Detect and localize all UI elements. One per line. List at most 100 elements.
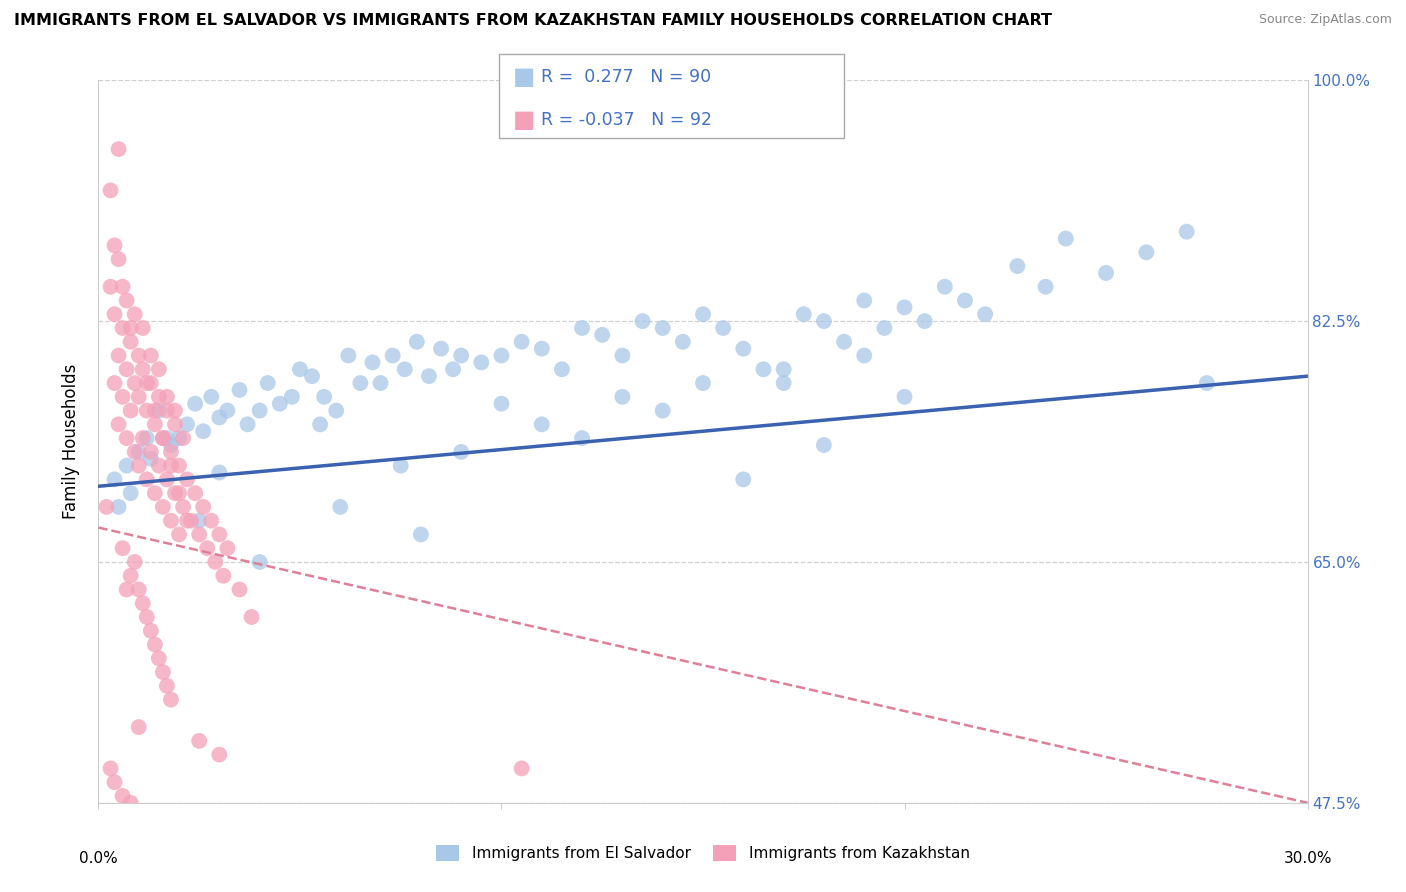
Point (1095, 266, 1118, 280)
Point (873, 321, 896, 335)
Point (160, 458, 183, 473)
Point (156, 390, 179, 404)
Point (124, 445, 146, 459)
Point (139, 451, 162, 466)
Point (156, 679, 179, 693)
Point (571, 321, 593, 335)
Point (450, 349, 472, 363)
Point (733, 342, 755, 356)
Point (832, 334, 855, 349)
Point (510, 761, 533, 775)
Point (115, 362, 138, 376)
Point (711, 321, 734, 335)
Point (612, 390, 634, 404)
Point (256, 376, 278, 390)
Point (1195, 376, 1218, 390)
Point (1175, 225, 1198, 239)
Point (430, 342, 453, 356)
Point (193, 500, 215, 514)
Point (96, 500, 118, 514)
Point (193, 424, 215, 438)
Point (115, 458, 138, 473)
Point (269, 397, 291, 411)
Point (591, 327, 613, 342)
Point (156, 403, 179, 417)
Point (167, 431, 190, 445)
Point (135, 610, 157, 624)
Point (111, 390, 134, 404)
Point (228, 582, 250, 597)
Point (853, 293, 876, 308)
Point (1035, 279, 1057, 293)
Point (772, 362, 794, 376)
Point (370, 376, 392, 390)
Point (212, 568, 235, 582)
Point (893, 390, 915, 404)
Point (200, 390, 222, 404)
Point (530, 342, 553, 356)
Point (139, 445, 162, 459)
Point (132, 362, 155, 376)
Point (120, 321, 142, 335)
Point (180, 514, 202, 528)
Point (103, 472, 125, 486)
Point (107, 500, 129, 514)
Point (217, 403, 239, 417)
Point (281, 390, 304, 404)
Point (132, 596, 155, 610)
Point (100, 183, 122, 197)
Point (813, 314, 835, 328)
Point (139, 624, 162, 638)
Point (530, 417, 553, 432)
Point (200, 514, 222, 528)
Point (120, 568, 142, 582)
Point (176, 472, 198, 486)
Point (163, 403, 186, 417)
Point (1135, 245, 1157, 260)
Point (249, 555, 271, 569)
Point (470, 355, 492, 369)
Point (204, 555, 226, 569)
Point (143, 417, 166, 432)
Point (128, 349, 150, 363)
Point (491, 349, 513, 363)
Point (167, 486, 190, 500)
Point (612, 349, 634, 363)
Point (156, 431, 179, 445)
Point (107, 142, 129, 156)
Point (228, 383, 250, 397)
Point (651, 403, 673, 417)
Y-axis label: Family Households: Family Households (62, 364, 80, 519)
Point (163, 486, 186, 500)
Point (893, 301, 915, 315)
Point (167, 458, 190, 473)
Point (124, 555, 146, 569)
Point (772, 376, 794, 390)
Point (409, 527, 432, 541)
Point (100, 761, 122, 775)
Point (208, 747, 231, 762)
Point (337, 349, 360, 363)
Point (163, 417, 186, 432)
Point (208, 527, 231, 541)
Point (143, 486, 166, 500)
Point (107, 349, 129, 363)
Point (510, 334, 533, 349)
Point (135, 472, 157, 486)
Point (329, 500, 352, 514)
Point (288, 362, 311, 376)
Point (128, 582, 150, 597)
Point (103, 376, 125, 390)
Point (124, 307, 146, 321)
Point (152, 500, 174, 514)
Point (631, 314, 654, 328)
Point (491, 397, 513, 411)
Point (914, 314, 936, 328)
Point (107, 252, 129, 267)
Point (167, 527, 190, 541)
Point (405, 334, 427, 349)
Point (111, 321, 134, 335)
Point (120, 403, 142, 417)
Point (853, 349, 876, 363)
Point (813, 438, 835, 452)
